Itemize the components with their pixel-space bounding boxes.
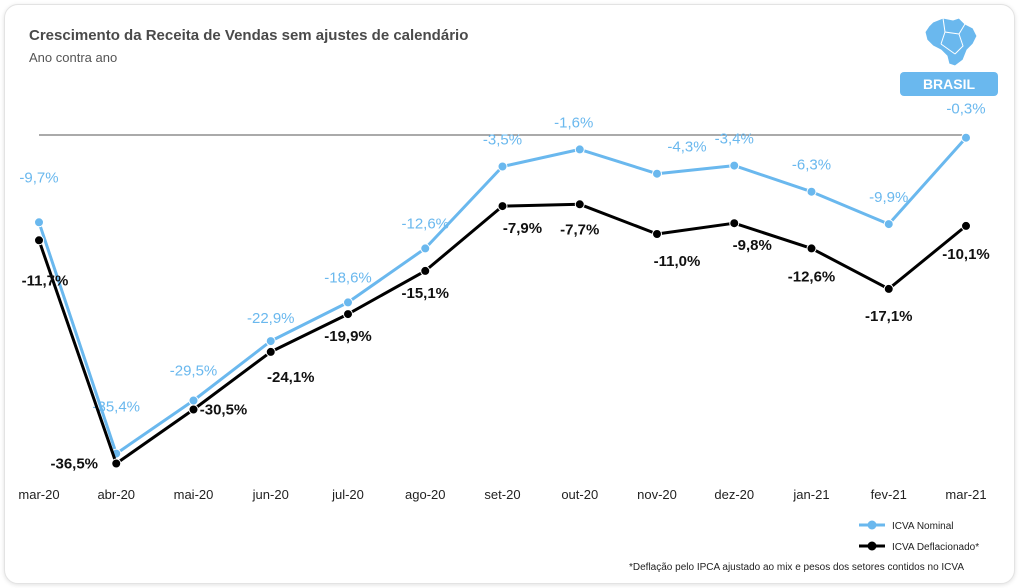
legend: ICVA Nominal ICVA Deflacionado* xyxy=(859,520,979,553)
x-tick-label: fev-21 xyxy=(871,487,907,502)
chart-subtitle: Ano contra ano xyxy=(29,50,118,65)
data-label: -30,5% xyxy=(200,402,248,419)
legend-dot-nominal xyxy=(867,520,877,530)
data-label: -9,8% xyxy=(733,237,772,254)
data-label: -0,3% xyxy=(946,101,985,118)
data-label: -35,4% xyxy=(92,399,140,416)
data-label: -3,4% xyxy=(715,131,754,148)
data-label: -12,6% xyxy=(401,215,449,232)
data-point xyxy=(343,309,353,320)
data-point xyxy=(652,168,662,179)
legend-label-nominal: ICVA Nominal xyxy=(892,521,954,532)
x-tick-label: jun-20 xyxy=(252,487,289,502)
legend-dot-deflacionado xyxy=(867,541,877,551)
data-label: -22,9% xyxy=(247,310,295,327)
data-point xyxy=(883,283,894,294)
data-point xyxy=(420,243,431,254)
data-label: -19,9% xyxy=(324,328,372,345)
data-label: -7,9% xyxy=(503,220,542,237)
data-point xyxy=(34,217,44,228)
data-label: -15,1% xyxy=(401,285,449,302)
data-label: -12,6% xyxy=(788,268,836,285)
brazil-map-icon xyxy=(924,17,978,67)
data-label: -9,9% xyxy=(869,189,908,206)
data-point xyxy=(729,218,740,229)
series-line-deflacionado xyxy=(37,202,967,465)
data-label: -10,1% xyxy=(942,246,990,263)
data-point xyxy=(652,229,662,239)
data-point xyxy=(497,161,508,172)
data-point xyxy=(729,160,740,171)
region-badge: BRASIL xyxy=(900,72,998,96)
data-label: -7,7% xyxy=(560,221,599,238)
x-tick-label: jul-20 xyxy=(331,487,364,502)
x-tick-label: set-20 xyxy=(484,487,520,502)
data-label: -9,7% xyxy=(19,169,58,186)
data-point xyxy=(420,265,431,276)
x-tick-label: out-20 xyxy=(561,487,598,502)
x-tick-label: jan-21 xyxy=(792,487,829,502)
chart-title: Crescimento da Receita de Vendas sem aju… xyxy=(29,27,469,44)
data-point xyxy=(343,297,353,308)
data-point xyxy=(188,395,199,406)
data-label: -18,6% xyxy=(324,269,372,286)
x-tick-label: mar-20 xyxy=(18,487,59,502)
data-point xyxy=(574,144,585,155)
x-tick-label: mar-21 xyxy=(945,487,986,502)
x-tick-label: ago-20 xyxy=(405,487,445,502)
data-label: -6,3% xyxy=(792,157,831,174)
data-point xyxy=(961,132,971,143)
data-point xyxy=(34,235,44,246)
data-point xyxy=(265,346,276,357)
series-layer: -9,7% -35,4% -29,5% -22,9% -18,6% -12,6% -3,5%… xyxy=(19,101,989,473)
x-axis: mar-20 abr-20 mai-20 jun-20 jul-20 ago-20 set-… xyxy=(18,487,986,502)
x-tick-label: abr-20 xyxy=(97,487,135,502)
data-point xyxy=(188,404,199,415)
data-label: -3,5% xyxy=(483,132,522,149)
data-label: -29,5% xyxy=(170,363,218,380)
data-point xyxy=(111,458,122,469)
data-label: -24,1% xyxy=(267,369,315,386)
data-point xyxy=(497,201,508,212)
x-tick-label: nov-20 xyxy=(637,487,677,502)
data-label: -11,7% xyxy=(22,272,69,289)
data-label: -4,3% xyxy=(667,139,706,156)
footnote: *Deflação pelo IPCA ajustado ao mix e pe… xyxy=(629,562,965,573)
x-tick-label: mai-20 xyxy=(174,487,214,502)
data-label: -1,6% xyxy=(554,114,593,131)
series-line-nominal xyxy=(37,136,968,456)
data-point xyxy=(961,220,971,231)
data-point xyxy=(574,199,585,210)
x-tick-label: dez-20 xyxy=(714,487,754,502)
data-point xyxy=(883,219,894,230)
chart-card xyxy=(4,4,1015,584)
data-label: -11,0% xyxy=(654,253,701,270)
legend-label-deflacionado: ICVA Deflacionado* xyxy=(892,542,979,553)
data-point xyxy=(806,186,817,197)
data-label: -17,1% xyxy=(865,308,913,325)
data-point xyxy=(806,243,817,254)
data-point xyxy=(265,336,276,347)
data-label: -36,5% xyxy=(50,456,98,473)
